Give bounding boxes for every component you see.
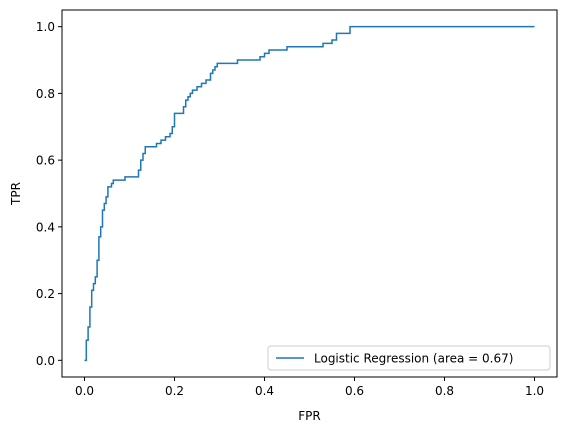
x-axis-label: FPR [298,409,320,423]
x-tick-label: 0.8 [435,384,454,398]
y-tick-label: 0.8 [36,87,55,101]
plot-area [84,25,535,362]
x-tick-label: 0.6 [345,384,364,398]
plot-frame [61,9,558,378]
x-axis: 0.0 0.2 0.4 0.6 0.8 1.0 [75,377,544,398]
y-tick-label: 0.0 [36,354,55,368]
series-line-0 [84,25,535,362]
y-tick-label: 0.6 [36,154,55,168]
x-tick-label: 0.2 [165,384,184,398]
x-tick-label: 0.0 [75,384,94,398]
legend-label: Logistic Regression (area = 0.67) [314,352,513,366]
y-axis: 0.0 0.2 0.4 0.6 0.8 1.0 [36,20,62,368]
y-tick-label: 0.4 [36,220,55,234]
legend-box [267,345,551,371]
x-tick-label: 1.0 [525,384,544,398]
y-tick-label: 1.0 [36,20,55,34]
y-tick-label: 0.2 [36,287,55,301]
legend: Logistic Regression (area = 0.67) [267,345,551,371]
x-tick-label: 0.4 [255,384,274,398]
y-axis-label: TPR [9,182,23,206]
